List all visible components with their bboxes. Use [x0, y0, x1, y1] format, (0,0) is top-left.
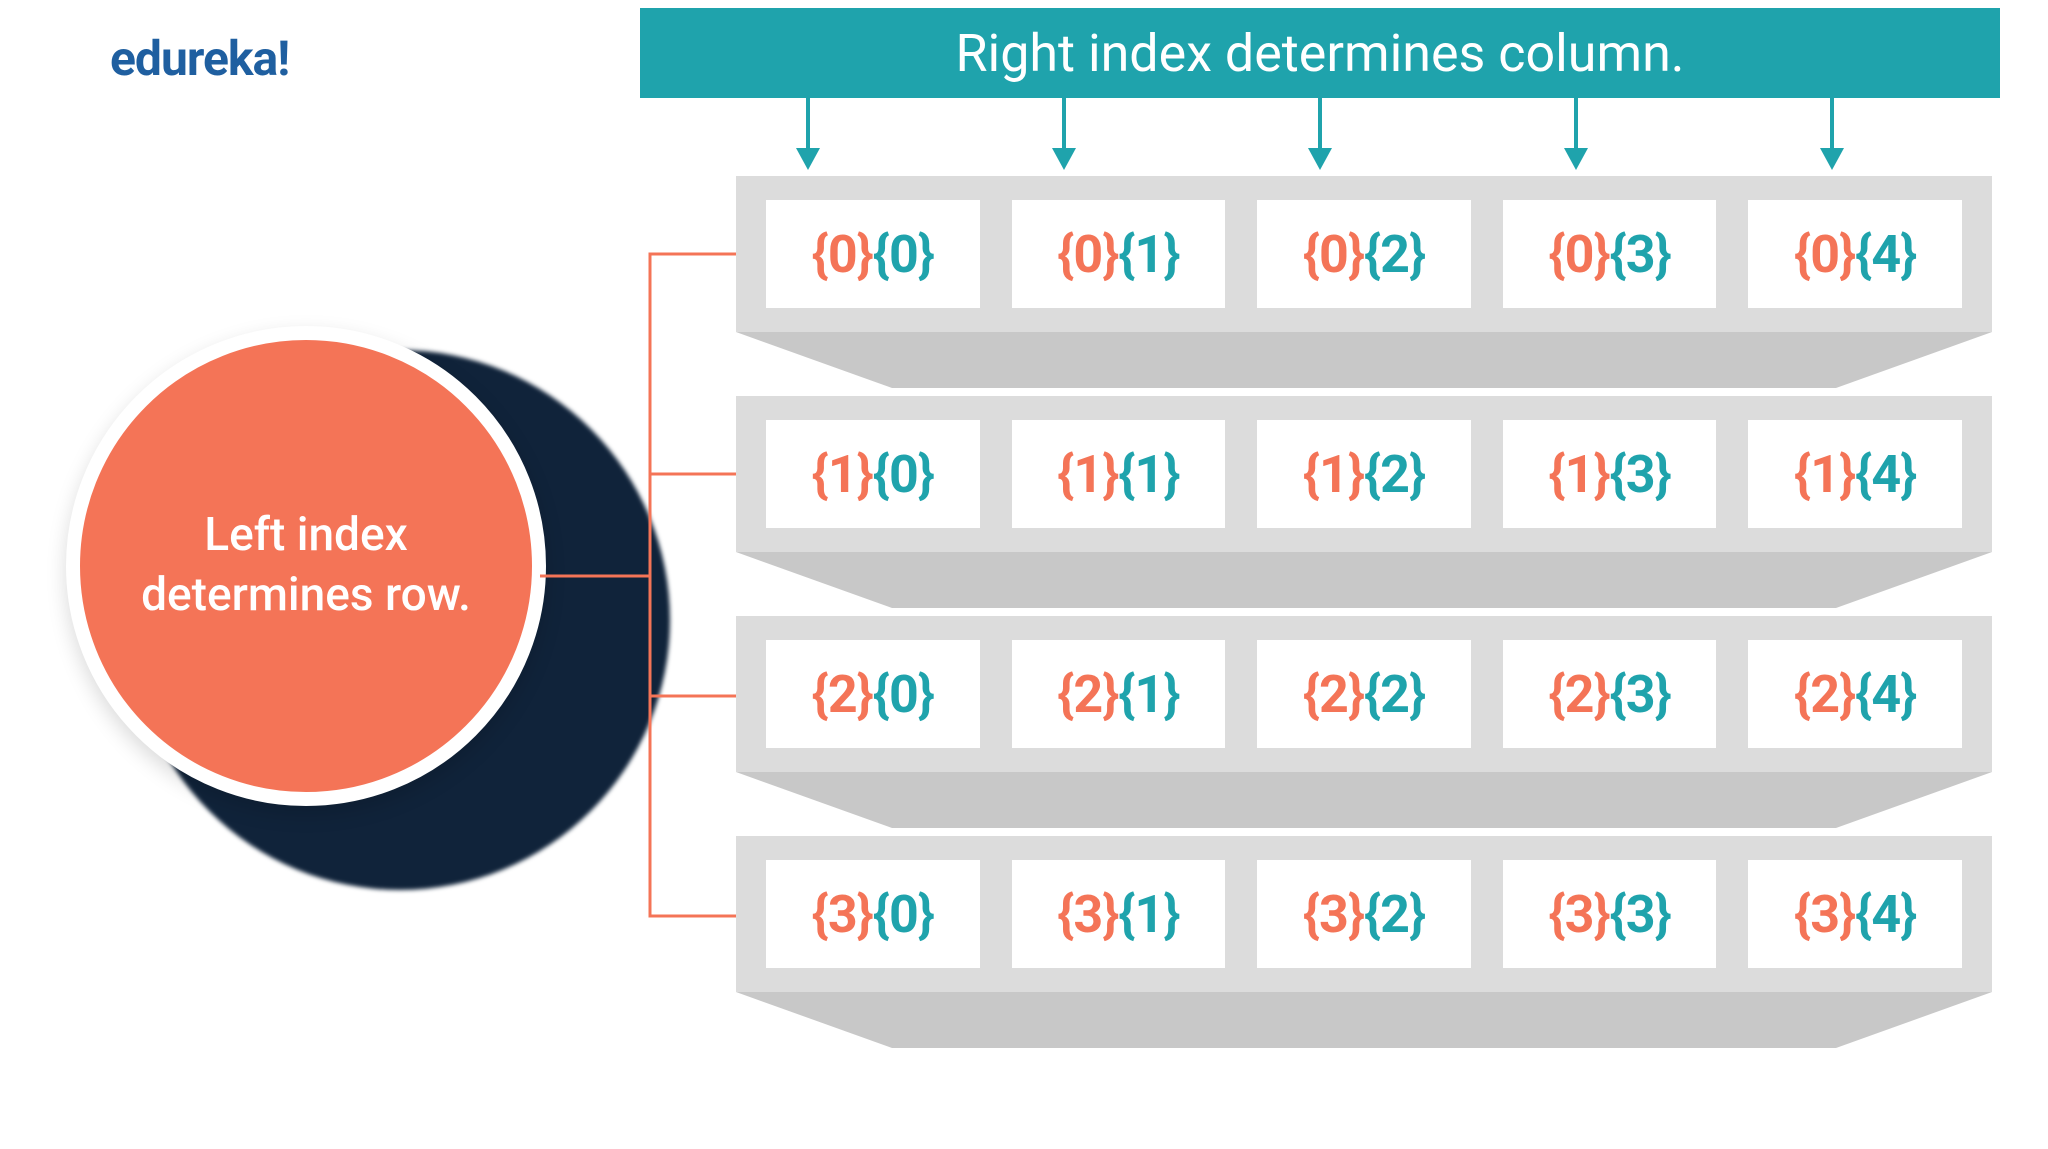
circle-text: Left index determines row.: [120, 506, 492, 626]
left-index: {1}: [1303, 444, 1364, 505]
grid-cell: {2}{4}: [1748, 640, 1962, 748]
right-index: {0}: [873, 884, 934, 945]
right-index: {1}: [1118, 884, 1179, 945]
right-index: {2}: [1364, 224, 1425, 285]
right-index: {0}: [873, 224, 934, 285]
grid-cell: {0}{0}: [766, 200, 980, 308]
brand-logo: edureka!: [110, 30, 289, 87]
left-index: {2}: [1794, 664, 1855, 725]
left-index: {2}: [1548, 664, 1609, 725]
row-shadow-wedge: [736, 772, 1992, 828]
grid-cell: {2}{3}: [1503, 640, 1717, 748]
column-arrows: [640, 98, 2000, 176]
grid-cell: {1}{4}: [1748, 420, 1962, 528]
column-header-banner: Right index determines column.: [640, 8, 2000, 98]
right-index: {3}: [1610, 884, 1671, 945]
grid-row: {1}{0} {1}{1} {1}{2} {1}{3} {1}{4}: [736, 396, 1992, 552]
grid-cell: {1}{2}: [1257, 420, 1471, 528]
left-index: {0}: [1057, 224, 1118, 285]
left-index: {3}: [1303, 884, 1364, 945]
left-index: {3}: [812, 884, 873, 945]
right-index: {4}: [1855, 664, 1916, 725]
grid-cell: {3}{4}: [1748, 860, 1962, 968]
row-shadow-wedge: [736, 332, 1992, 388]
right-index: {2}: [1364, 664, 1425, 725]
left-index: {1}: [1057, 444, 1118, 505]
right-index: {4}: [1855, 444, 1916, 505]
left-index: {1}: [812, 444, 873, 505]
grid-cell: {2}{1}: [1012, 640, 1226, 748]
right-index: {0}: [873, 664, 934, 725]
right-index: {3}: [1610, 224, 1671, 285]
right-index: {1}: [1118, 664, 1179, 725]
left-index: {3}: [1548, 884, 1609, 945]
left-index: {0}: [812, 224, 873, 285]
grid-cell: {0}{1}: [1012, 200, 1226, 308]
right-index: {1}: [1118, 224, 1179, 285]
row-shadow-wedge: [736, 552, 1992, 608]
left-index: {0}: [1548, 224, 1609, 285]
right-index: {0}: [873, 444, 934, 505]
right-index: {4}: [1855, 224, 1916, 285]
grid-cell: {1}{0}: [766, 420, 980, 528]
grid-cell: {0}{4}: [1748, 200, 1962, 308]
left-index: {2}: [1057, 664, 1118, 725]
grid-cell: {3}{3}: [1503, 860, 1717, 968]
grid-cell: {2}{0}: [766, 640, 980, 748]
row-shadow-wedge: [736, 992, 1992, 1048]
grid-cell: {1}{1}: [1012, 420, 1226, 528]
right-index: {2}: [1364, 444, 1425, 505]
row-label-circle-group: Left index determines row.: [30, 290, 650, 910]
left-index: {0}: [1794, 224, 1855, 285]
left-index: {2}: [812, 664, 873, 725]
grid-cell: {3}{2}: [1257, 860, 1471, 968]
grid-row: {3}{0} {3}{1} {3}{2} {3}{3} {3}{4}: [736, 836, 1992, 992]
left-index: {2}: [1303, 664, 1364, 725]
grid-row: {2}{0} {2}{1} {2}{2} {2}{3} {2}{4}: [736, 616, 1992, 772]
left-index: {3}: [1794, 884, 1855, 945]
right-index: {4}: [1855, 884, 1916, 945]
grid-cell: {0}{3}: [1503, 200, 1717, 308]
right-index: {3}: [1610, 444, 1671, 505]
row-label-circle: Left index determines row.: [66, 326, 546, 806]
left-index: {1}: [1548, 444, 1609, 505]
grid-cell: {3}{0}: [766, 860, 980, 968]
left-index: {1}: [1794, 444, 1855, 505]
grid-row: {0}{0} {0}{1} {0}{2} {0}{3} {0}{4}: [736, 176, 1992, 332]
right-index: {3}: [1610, 664, 1671, 725]
grid-cell: {1}{3}: [1503, 420, 1717, 528]
index-grid: {0}{0} {0}{1} {0}{2} {0}{3} {0}{4} {1}{0…: [736, 176, 1992, 1056]
left-index: {3}: [1057, 884, 1118, 945]
grid-cell: {3}{1}: [1012, 860, 1226, 968]
grid-cell: {0}{2}: [1257, 200, 1471, 308]
left-index: {0}: [1303, 224, 1364, 285]
right-index: {1}: [1118, 444, 1179, 505]
grid-cell: {2}{2}: [1257, 640, 1471, 748]
right-index: {2}: [1364, 884, 1425, 945]
